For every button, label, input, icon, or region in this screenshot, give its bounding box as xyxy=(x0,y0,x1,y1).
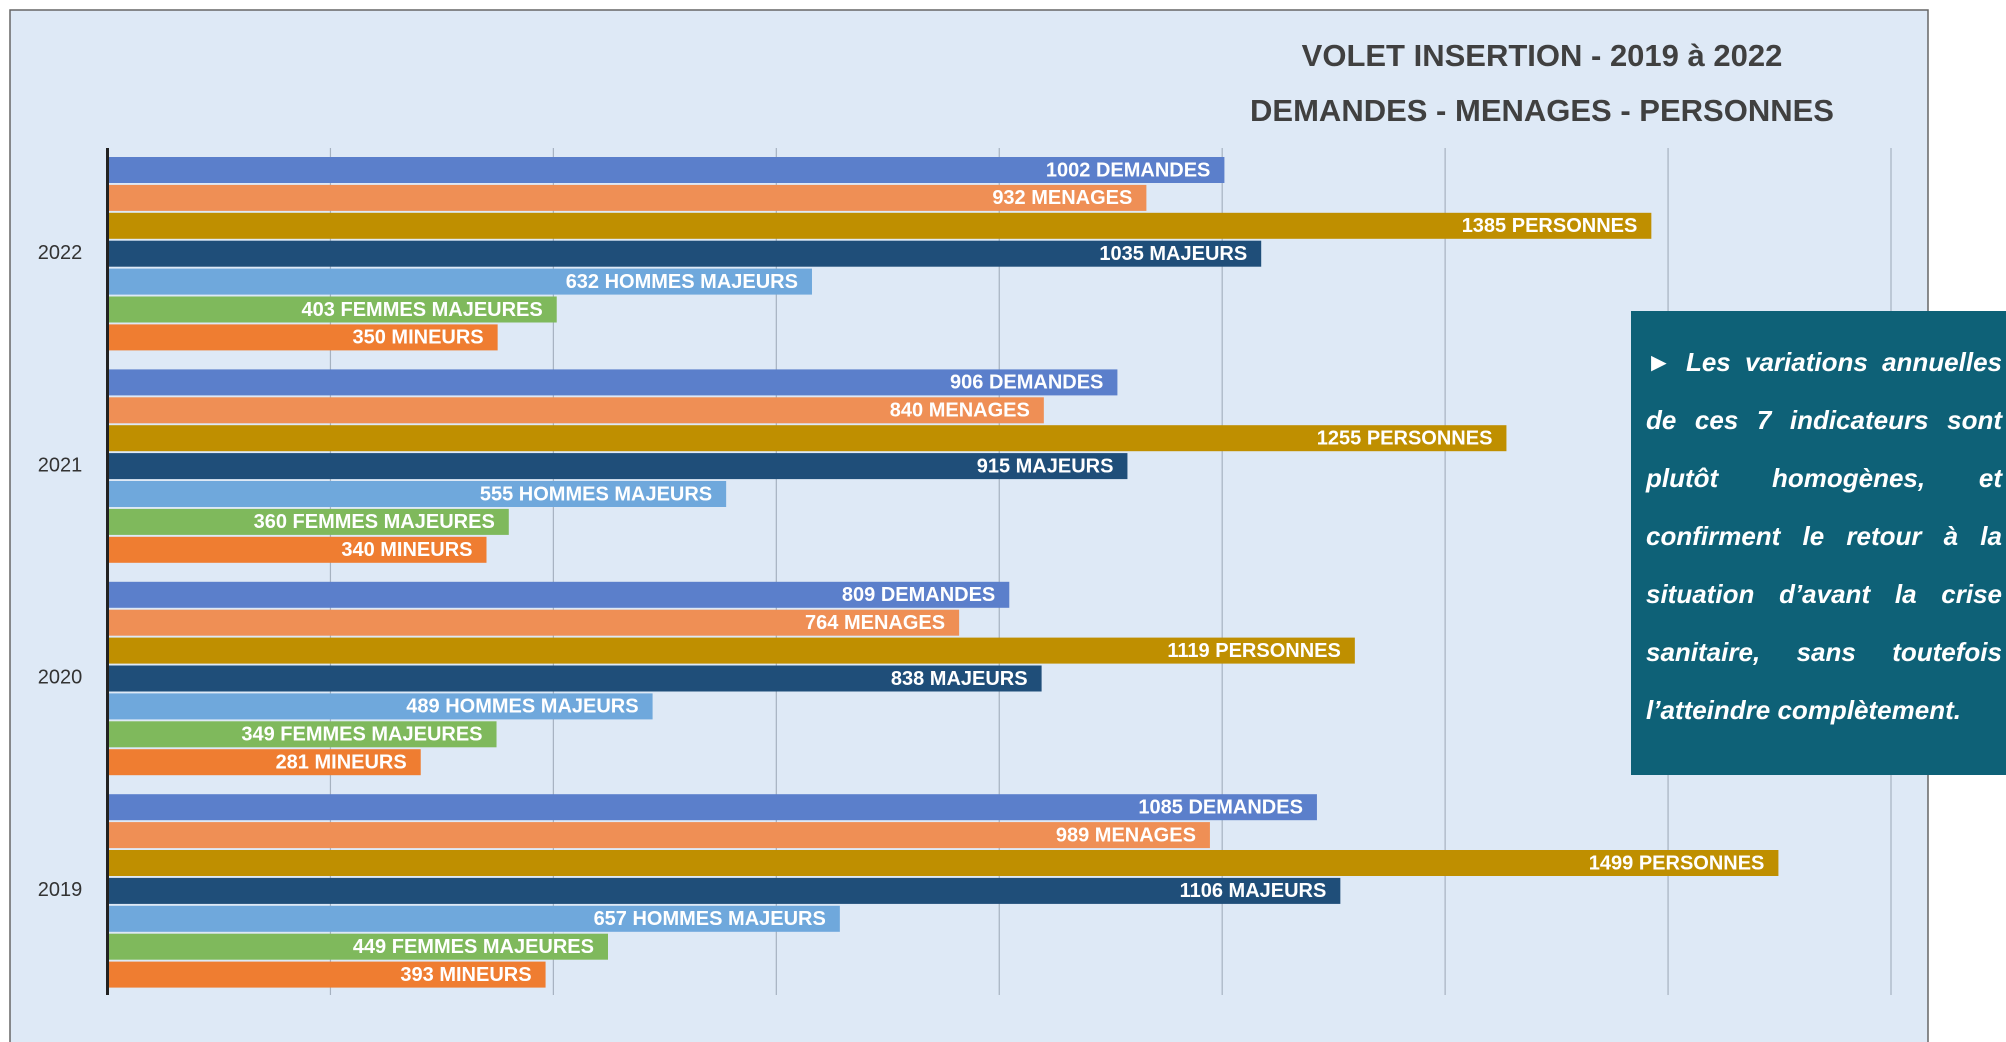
data-label: 838 MAJEURS xyxy=(891,668,1028,690)
bar xyxy=(107,609,960,636)
bar xyxy=(107,324,498,351)
bar xyxy=(107,749,421,776)
data-label: 1255 PERSONNES xyxy=(1317,427,1493,449)
data-label: 360 FEMMES MAJEURES xyxy=(254,511,495,533)
data-label: 764 MENAGES xyxy=(805,612,945,634)
bar xyxy=(107,453,1128,480)
bar xyxy=(107,693,653,720)
bar xyxy=(107,877,1341,904)
data-label: 350 MINEURS xyxy=(352,327,483,349)
bar xyxy=(107,397,1044,424)
bar xyxy=(107,425,1507,452)
bar xyxy=(107,961,546,988)
data-label: 281 MINEURS xyxy=(276,751,407,773)
data-label: 1119 PERSONNES xyxy=(1167,640,1340,662)
data-label: 555 HOMMES MAJEURS xyxy=(480,483,712,505)
bar xyxy=(107,481,727,507)
bar xyxy=(107,296,557,323)
data-label: 393 MINEURS xyxy=(400,964,531,986)
bar xyxy=(107,933,608,960)
data-label: 1002 DEMANDES xyxy=(1046,159,1211,181)
data-label: 403 FEMMES MAJEURES xyxy=(302,299,543,321)
y-tick-label: 2020 xyxy=(38,667,83,689)
data-label: 489 HOMMES MAJEURS xyxy=(406,696,638,718)
y-tick-label: 2022 xyxy=(38,242,83,264)
data-label: 932 MENAGES xyxy=(992,187,1132,209)
data-label: 1085 DEMANDES xyxy=(1138,796,1303,818)
bar xyxy=(107,637,1355,664)
bar xyxy=(107,905,840,932)
data-label: 657 HOMMES MAJEURS xyxy=(594,908,826,930)
bar xyxy=(107,794,1317,821)
bar xyxy=(107,268,812,295)
data-label: 809 DEMANDES xyxy=(842,584,995,606)
chart-title: VOLET INSERTION - 2019 à 2022 xyxy=(1302,38,1783,73)
y-tick-label: 2021 xyxy=(38,454,83,476)
bar xyxy=(107,369,1118,396)
data-label: 1499 PERSONNES xyxy=(1589,852,1765,874)
data-label: 340 MINEURS xyxy=(341,539,472,561)
y-tick-label: 2019 xyxy=(38,879,83,901)
data-label: 1106 MAJEURS xyxy=(1180,880,1327,902)
data-label: 349 FEMMES MAJEURES xyxy=(241,724,482,746)
bar xyxy=(107,508,509,535)
data-label: 449 FEMMES MAJEURES xyxy=(353,936,594,958)
bar xyxy=(107,850,1779,876)
bar xyxy=(107,721,497,748)
data-label: 632 HOMMES MAJEURS xyxy=(566,271,798,293)
bar xyxy=(107,536,487,563)
data-label: 1385 PERSONNES xyxy=(1462,215,1638,237)
data-label: 1035 MAJEURS xyxy=(1099,243,1247,265)
data-label: 840 MENAGES xyxy=(890,400,1030,422)
chart-subtitle: DEMANDES - MENAGES - PERSONNES xyxy=(1250,93,1834,128)
data-label: 915 MAJEURS xyxy=(977,455,1114,477)
bar xyxy=(107,581,1010,608)
data-label: 906 DEMANDES xyxy=(950,372,1103,394)
bar xyxy=(107,184,1147,211)
bar xyxy=(107,665,1042,692)
bar xyxy=(107,157,1225,183)
annotation: ► Les variations annuelles de ces 7 indi… xyxy=(1631,311,2006,775)
bar xyxy=(107,240,1262,267)
bar xyxy=(107,822,1210,849)
data-label: 989 MENAGES xyxy=(1056,824,1196,846)
bar xyxy=(107,212,1652,239)
